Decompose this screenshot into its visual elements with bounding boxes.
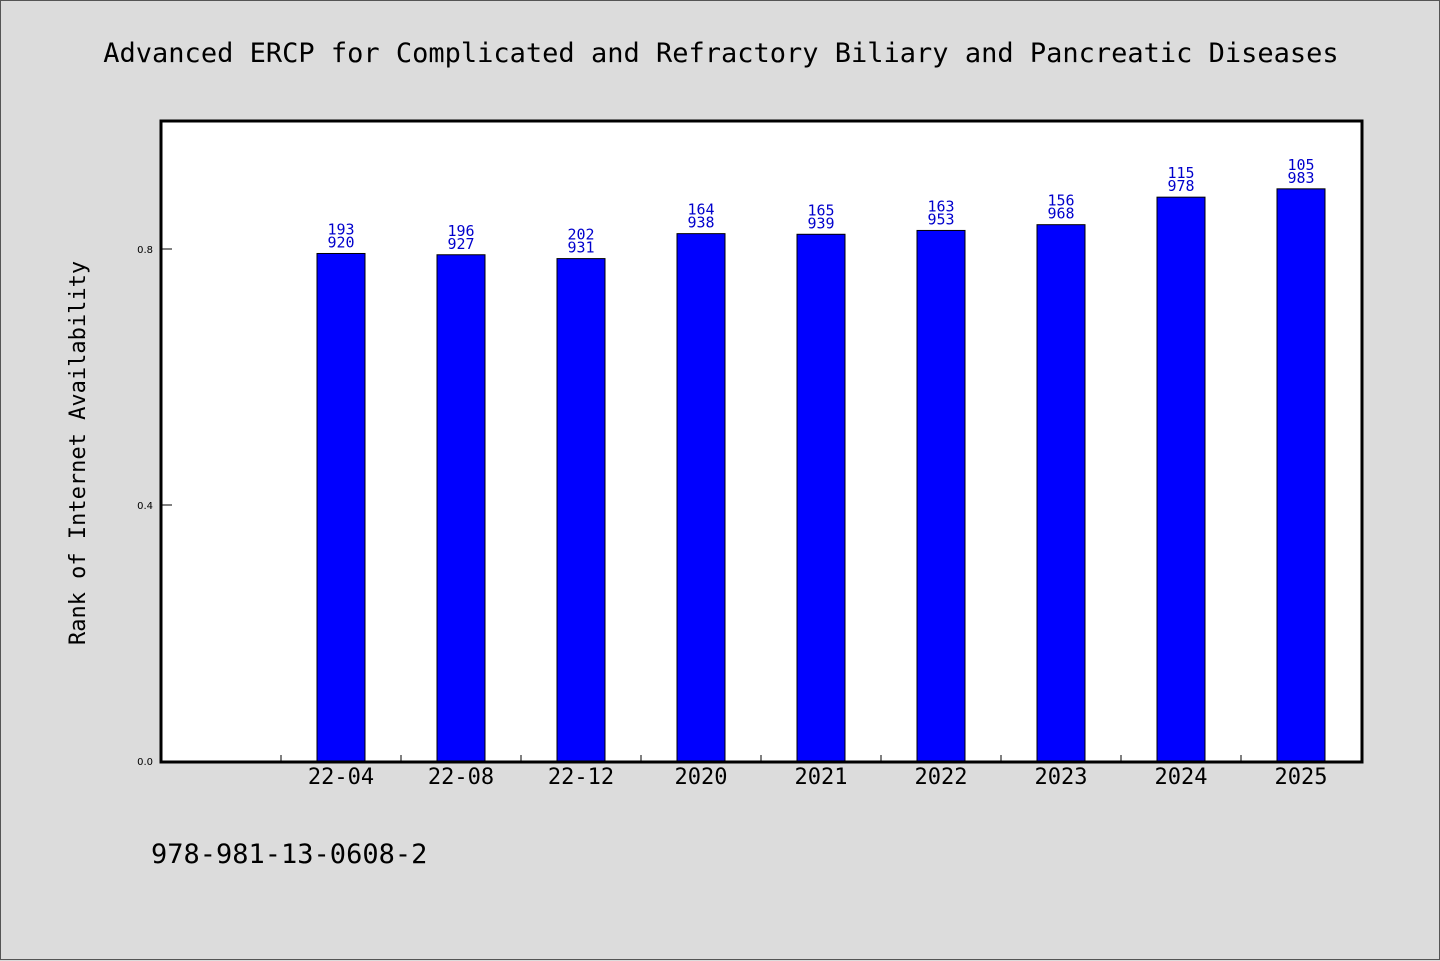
y-tick-label: 0.0 <box>137 757 153 768</box>
data-label-top: 105 <box>1287 156 1314 174</box>
data-label-bottom: 939 <box>807 214 834 232</box>
footer-isbn: 978-981-13-0608-2 <box>151 839 427 870</box>
data-label-top: 164 <box>687 201 714 219</box>
x-tick-label: 2024 <box>1155 765 1208 790</box>
chart-title: Advanced ERCP for Complicated and Refrac… <box>103 38 1338 69</box>
x-tick-label: 22-04 <box>308 765 374 790</box>
data-labels: 1939201969272029311649381659391639531569… <box>327 156 1314 257</box>
data-label-bottom: 978 <box>1167 177 1194 195</box>
data-label-top: 163 <box>927 197 954 215</box>
data-label-top: 165 <box>807 201 834 219</box>
y-axis-ticks: 0.0 0.4 0.8 <box>137 245 172 768</box>
y-tick-label: 0.8 <box>137 245 153 256</box>
x-tick-label: 22-08 <box>428 765 494 790</box>
bar <box>556 258 606 762</box>
x-tick-label: 2022 <box>915 765 968 790</box>
x-tick-label: 2020 <box>675 765 728 790</box>
data-label-top: 115 <box>1167 164 1194 182</box>
bar <box>676 233 726 762</box>
bar <box>1036 224 1086 762</box>
x-axis-ticks: 22-04 22-08 22-12 2020 2021 2022 2023 2024 2025 <box>280 755 1362 790</box>
bar <box>436 254 486 762</box>
data-label-bottom: 920 <box>327 233 354 251</box>
bar <box>1156 196 1206 762</box>
data-label-top: 193 <box>327 220 354 238</box>
bar <box>316 252 366 762</box>
x-tick-label: 2025 <box>1275 765 1328 790</box>
bar <box>1276 188 1326 762</box>
y-axis-label: Rank of Internet Availability <box>66 261 91 645</box>
x-tick-label: 2021 <box>795 765 848 790</box>
data-label-bottom: 953 <box>927 210 954 228</box>
data-label-top: 156 <box>1047 192 1074 210</box>
bar-series <box>316 188 1326 762</box>
data-label-bottom: 983 <box>1287 169 1314 187</box>
data-label-bottom: 927 <box>447 235 474 253</box>
bar <box>916 229 966 762</box>
bar <box>796 233 846 762</box>
x-tick-label: 22-12 <box>548 765 614 790</box>
data-label-top: 196 <box>447 222 474 240</box>
data-label-bottom: 931 <box>567 239 594 257</box>
data-label-bottom: 968 <box>1047 205 1074 223</box>
data-label-bottom: 938 <box>687 214 714 232</box>
x-tick-label: 2023 <box>1035 765 1088 790</box>
data-label-top: 202 <box>567 226 594 244</box>
y-tick-label: 0.4 <box>137 501 153 512</box>
